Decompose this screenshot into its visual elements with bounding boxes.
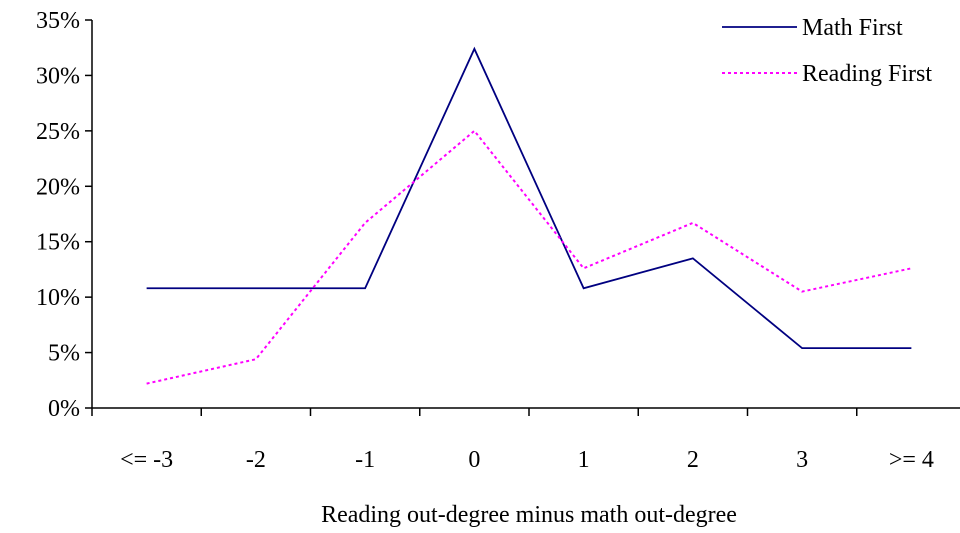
series-line bbox=[146, 129, 912, 385]
series-line bbox=[146, 46, 912, 350]
x-axis: <= -3 -2 -1 0 1 2 3 >= 4 bbox=[91, 407, 960, 473]
series-layer bbox=[146, 46, 912, 385]
legend-label: Reading First bbox=[802, 61, 932, 87]
y-tick-label: 10% bbox=[36, 285, 80, 311]
y-tick-label: 0% bbox=[48, 396, 80, 422]
y-tick-label: 25% bbox=[36, 119, 80, 145]
x-axis-title: Reading out-degree minus math out-degree bbox=[321, 502, 737, 528]
y-tick-label: 5% bbox=[48, 341, 80, 367]
x-tick-label: 2 bbox=[687, 447, 699, 473]
legend: Math First Reading First bbox=[722, 15, 932, 87]
legend-label: Math First bbox=[802, 15, 903, 41]
legend-item: Reading First bbox=[722, 61, 932, 87]
x-tick-label: 3 bbox=[796, 447, 808, 473]
legend-item: Math First bbox=[722, 15, 903, 41]
y-tick-label: 15% bbox=[36, 230, 80, 256]
y-tick-label: 20% bbox=[36, 174, 80, 200]
x-tick-label: >= 4 bbox=[889, 447, 934, 473]
x-tick-label: 0 bbox=[468, 447, 480, 473]
y-tick-label: 35% bbox=[36, 8, 80, 34]
x-tick-label: -1 bbox=[355, 447, 375, 473]
y-tick-label: 30% bbox=[36, 63, 80, 89]
x-tick-label: -2 bbox=[246, 447, 266, 473]
x-tick-label: 1 bbox=[578, 447, 590, 473]
x-tick-label: <= -3 bbox=[120, 447, 173, 473]
series-1 bbox=[146, 129, 912, 385]
series-0 bbox=[146, 46, 912, 350]
y-axis: 0% 5% 10% 15% 20% 25% 30% 35% bbox=[36, 8, 93, 422]
